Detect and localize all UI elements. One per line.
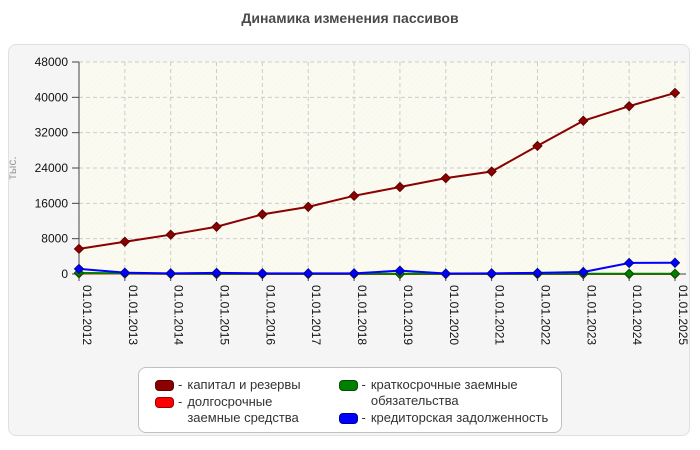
data-point-marker bbox=[669, 257, 681, 268]
legend-item-dolgosrochnye-zaemnye-sredstva: - долгосрочные заемные средства bbox=[155, 394, 325, 426]
x-tick-label: 01.01.2015 bbox=[218, 285, 232, 345]
data-point-marker bbox=[486, 268, 497, 279]
x-tick-label: 01.01.2013 bbox=[126, 285, 140, 345]
data-point-marker bbox=[669, 87, 681, 99]
legend-label: кредиторская задолженность bbox=[370, 409, 549, 425]
y-tick-label: 24000 bbox=[35, 161, 69, 175]
data-point-marker bbox=[532, 267, 543, 279]
data-point-marker bbox=[348, 268, 360, 279]
chart-legend: - капитал и резервы - долгосрочные заемн… bbox=[138, 367, 562, 433]
data-point-marker bbox=[669, 268, 681, 279]
legend-column-right: - краткосрочные заемные обязательства - … bbox=[338, 377, 549, 426]
legend-item-kratkosrochnye-zaemnye-obyazatelstva: - краткосрочные заемные обязательства bbox=[338, 377, 549, 409]
legend-label: капитал и резервы bbox=[187, 377, 301, 392]
data-point-marker bbox=[394, 181, 406, 193]
data-point-marker bbox=[532, 140, 543, 152]
data-point-marker bbox=[623, 100, 635, 112]
data-point-marker bbox=[211, 267, 222, 279]
data-point-marker bbox=[394, 265, 406, 276]
x-tick-label: 01.01.2012 bbox=[80, 285, 94, 345]
x-tick-label: 01.01.2020 bbox=[447, 285, 461, 345]
data-point-marker bbox=[486, 166, 497, 177]
legend-column-left: - капитал и резервы - долгосрочные заемн… bbox=[155, 377, 325, 426]
data-point-marker bbox=[73, 263, 85, 275]
series-line-0 bbox=[78, 91, 676, 250]
legend-separator: - bbox=[178, 393, 183, 409]
legend-separator: - bbox=[178, 377, 183, 392]
short-term-borrowings-swatch-icon bbox=[338, 380, 358, 391]
x-tick-label: 01.01.2014 bbox=[172, 285, 186, 345]
data-point-marker bbox=[119, 236, 131, 247]
x-tick-label: 01.01.2017 bbox=[309, 285, 323, 345]
data-point-marker bbox=[303, 201, 314, 213]
x-tick-label: 01.01.2016 bbox=[263, 285, 277, 345]
y-tick-label: 8000 bbox=[41, 232, 68, 246]
series-line-3 bbox=[78, 261, 676, 275]
x-tick-label: 01.01.2022 bbox=[538, 285, 552, 345]
x-tick-label: 01.01.2024 bbox=[630, 285, 644, 345]
data-point-marker bbox=[165, 268, 176, 279]
data-point-marker bbox=[165, 229, 176, 240]
data-point-marker bbox=[440, 268, 451, 279]
legend-separator: - bbox=[361, 377, 366, 392]
data-point-marker bbox=[119, 267, 131, 278]
legend-item-kapital-i-rezervy: - капитал и резервы bbox=[155, 377, 325, 393]
data-point-marker bbox=[348, 190, 360, 202]
data-point-marker bbox=[623, 268, 635, 279]
y-tick-label: 48000 bbox=[35, 55, 69, 69]
data-point-marker bbox=[257, 268, 268, 279]
data-point-marker bbox=[440, 172, 451, 184]
legend-separator: - bbox=[361, 409, 366, 425]
y-axis-unit-label: тыс. bbox=[5, 156, 19, 179]
y-tick-label: 0 bbox=[61, 267, 68, 281]
x-tick-label: 01.01.2023 bbox=[584, 285, 598, 345]
data-point-marker bbox=[623, 257, 635, 269]
data-point-marker bbox=[73, 243, 85, 255]
accounts-payable-swatch-icon bbox=[338, 412, 358, 424]
legend-item-kreditorskaya-zadolzhennost: - кредиторская задолженность bbox=[338, 409, 549, 426]
legend-label: краткосрочные заемные обязательства bbox=[370, 377, 518, 408]
long-term-borrowings-swatch-icon bbox=[155, 396, 174, 408]
capital-and-reserves-swatch-icon bbox=[155, 380, 174, 391]
data-point-marker bbox=[578, 115, 589, 126]
y-tick-label: 40000 bbox=[35, 90, 69, 104]
y-tick-label: 32000 bbox=[35, 126, 69, 140]
x-tick-label: 01.01.2019 bbox=[401, 285, 415, 345]
data-point-marker bbox=[257, 209, 268, 220]
x-tick-label: 01.01.2018 bbox=[355, 285, 369, 345]
data-point-marker bbox=[211, 221, 222, 232]
data-point-marker bbox=[578, 266, 589, 278]
x-tick-label: 01.01.2021 bbox=[493, 285, 507, 345]
x-tick-label: 01.01.2025 bbox=[676, 285, 690, 345]
chart-title: Динамика изменения пассивов bbox=[241, 10, 459, 26]
legend-label: долгосрочные заемные средства bbox=[187, 393, 299, 425]
data-point-marker bbox=[303, 268, 314, 279]
y-tick-label: 16000 bbox=[35, 196, 69, 210]
